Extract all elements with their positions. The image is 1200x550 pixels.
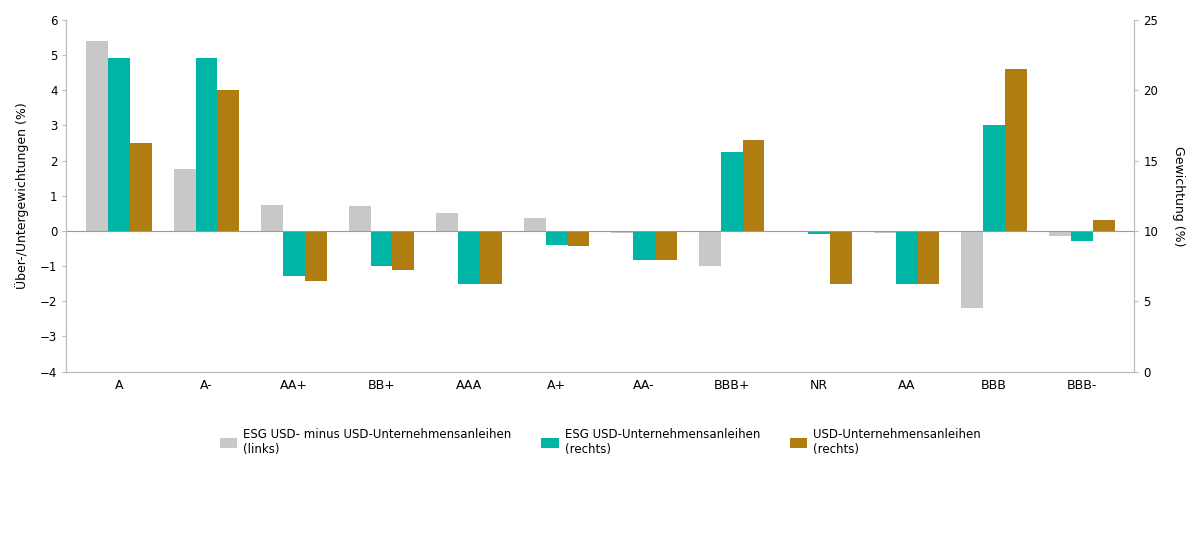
Bar bbox=[830, 231, 852, 284]
Bar bbox=[86, 41, 108, 231]
Bar bbox=[721, 152, 743, 231]
Bar bbox=[371, 231, 392, 266]
Bar bbox=[196, 58, 217, 231]
Bar bbox=[262, 205, 283, 231]
Y-axis label: Gewichtung (%): Gewichtung (%) bbox=[1172, 146, 1186, 246]
Bar bbox=[1070, 231, 1093, 241]
Bar bbox=[546, 231, 568, 245]
Bar bbox=[809, 231, 830, 234]
Bar bbox=[743, 140, 764, 231]
Bar bbox=[108, 58, 130, 231]
Bar bbox=[568, 231, 589, 246]
Bar bbox=[480, 231, 502, 284]
Bar bbox=[895, 231, 918, 284]
Bar bbox=[392, 231, 414, 270]
Bar bbox=[918, 231, 940, 284]
Bar bbox=[130, 143, 152, 231]
Bar bbox=[523, 218, 546, 231]
Y-axis label: Über-/Untergewichtungen (%): Über-/Untergewichtungen (%) bbox=[14, 102, 29, 289]
Bar bbox=[1006, 69, 1027, 231]
Bar bbox=[305, 231, 326, 281]
Bar bbox=[961, 231, 983, 309]
Bar bbox=[983, 125, 1006, 231]
Bar bbox=[283, 231, 305, 276]
Bar bbox=[611, 231, 634, 233]
Bar bbox=[174, 169, 196, 231]
Bar bbox=[217, 90, 239, 231]
Bar bbox=[1093, 221, 1115, 231]
Bar bbox=[458, 231, 480, 284]
Bar bbox=[655, 231, 677, 261]
Bar bbox=[1049, 231, 1070, 236]
Bar bbox=[874, 231, 895, 233]
Legend: ESG USD- minus USD-Unternehmensanleihen
(links), ESG USD-Unternehmensanleihen
(r: ESG USD- minus USD-Unternehmensanleihen … bbox=[215, 423, 985, 460]
Bar bbox=[634, 231, 655, 260]
Bar bbox=[349, 206, 371, 231]
Bar bbox=[786, 231, 809, 232]
Bar bbox=[437, 213, 458, 231]
Bar bbox=[698, 231, 721, 266]
